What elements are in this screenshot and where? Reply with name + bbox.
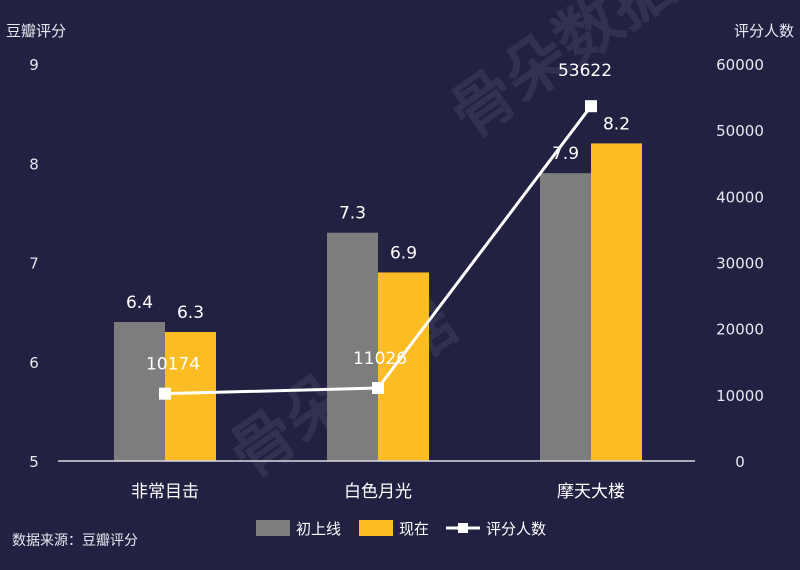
right-tick-label: 40000	[716, 188, 764, 206]
left-axis-ticks: 5 6 7 8 9	[29, 56, 39, 471]
bar-value-label: 6.3	[177, 303, 204, 323]
right-tick-label: 50000	[716, 122, 764, 140]
bars: 6.4 6.37.36.97.98.2	[114, 114, 642, 462]
category-labels: 非常目击 白色月光 摩天大楼	[131, 482, 625, 502]
left-tick-label: 6	[29, 354, 39, 372]
left-tick-label: 5	[29, 453, 39, 471]
legend-label-current: 现在	[399, 520, 429, 538]
count-line-series: 10174 11026 53622	[146, 61, 612, 400]
left-tick-label: 7	[29, 255, 39, 273]
count-value-label: 53622	[558, 61, 612, 81]
count-value-label: 11026	[353, 349, 407, 369]
bar-value-label: 6.4	[126, 293, 153, 313]
count-point	[585, 100, 597, 113]
count-point	[159, 387, 171, 400]
bar-current	[165, 331, 216, 461]
bar-value-label: 8.2	[603, 114, 630, 134]
legend-swatch-count-marker	[458, 523, 468, 533]
bar-initial	[327, 232, 378, 461]
category-label: 摩天大楼	[557, 482, 625, 502]
bar-initial	[540, 173, 591, 462]
count-value-label: 10174	[146, 355, 200, 375]
legend-swatch-initial	[256, 520, 290, 536]
right-axis-ticks: 0 10000 20000 30000 40000 50000 60000	[716, 56, 764, 471]
count-point	[372, 382, 384, 395]
bar-current	[591, 143, 642, 461]
legend: 初上线 现在 评分人数	[256, 520, 546, 538]
right-axis-title: 评分人数	[734, 22, 794, 40]
right-tick-label: 20000	[716, 321, 764, 339]
category-label: 非常目击	[131, 482, 199, 502]
source-note: 数据来源：豆瓣评分	[12, 533, 138, 549]
legend-label-initial: 初上线	[296, 520, 341, 538]
left-tick-label: 8	[29, 155, 39, 173]
legend-label-count: 评分人数	[486, 520, 546, 538]
legend-swatch-current	[359, 520, 393, 536]
left-axis-title: 豆瓣评分	[6, 22, 66, 40]
right-tick-label: 10000	[716, 387, 764, 405]
left-tick-label: 9	[29, 56, 39, 74]
category-label: 白色月光	[344, 482, 412, 502]
right-tick-label: 30000	[716, 255, 764, 273]
right-tick-label: 60000	[716, 56, 764, 74]
right-tick-label: 0	[735, 453, 745, 471]
bar-value-label: 6.9	[390, 243, 417, 263]
bar-initial	[114, 322, 165, 461]
bar-current	[378, 272, 429, 461]
bar-value-label: 7.3	[339, 204, 366, 224]
